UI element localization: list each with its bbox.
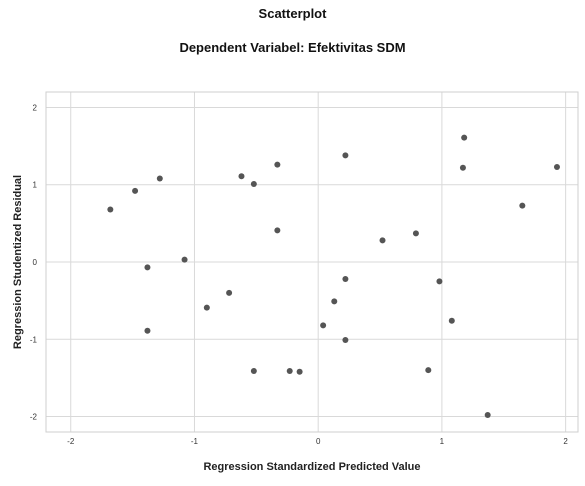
data-point bbox=[144, 264, 151, 271]
data-point bbox=[274, 227, 281, 234]
data-point bbox=[331, 298, 338, 305]
data-point bbox=[342, 337, 349, 344]
chart-subtitle: Dependent Variabel: Efektivitas SDM bbox=[179, 40, 406, 55]
data-point bbox=[107, 206, 114, 213]
data-point bbox=[425, 367, 432, 374]
data-point bbox=[203, 304, 210, 311]
x-tick-label: -2 bbox=[67, 437, 75, 446]
data-point bbox=[379, 237, 386, 244]
data-point bbox=[226, 289, 233, 296]
data-point bbox=[286, 367, 293, 374]
data-point bbox=[342, 276, 349, 282]
data-point bbox=[250, 367, 257, 374]
data-point bbox=[412, 230, 419, 237]
y-axis-label: Regression Studentized Residual bbox=[12, 175, 24, 349]
data-point bbox=[144, 327, 151, 334]
data-point bbox=[250, 180, 257, 187]
data-point bbox=[461, 134, 468, 141]
data-point bbox=[274, 161, 281, 168]
data-point bbox=[296, 368, 303, 375]
x-tick-label: -1 bbox=[191, 437, 199, 446]
data-point bbox=[132, 187, 139, 194]
x-tick-label: 1 bbox=[440, 437, 445, 446]
data-point bbox=[553, 163, 560, 170]
y-tick-label: 0 bbox=[33, 258, 38, 267]
data-points bbox=[107, 134, 560, 418]
data-point bbox=[238, 173, 245, 180]
data-point bbox=[436, 278, 443, 285]
x-axis-label: Regression Standardized Predicted Value bbox=[203, 461, 420, 473]
x-tick-label: 2 bbox=[563, 437, 568, 446]
y-tick-label: 2 bbox=[33, 103, 38, 112]
data-point bbox=[320, 322, 327, 329]
data-point bbox=[484, 412, 491, 418]
data-point bbox=[156, 175, 163, 182]
chart-title: Scatterplot bbox=[258, 6, 327, 21]
data-point bbox=[181, 256, 188, 263]
data-point bbox=[342, 152, 349, 159]
plot-frame bbox=[45, 91, 579, 433]
data-point bbox=[459, 164, 466, 171]
y-tick-label: 1 bbox=[33, 181, 38, 190]
grid-lines bbox=[46, 92, 578, 432]
y-tick-label: -2 bbox=[30, 413, 38, 422]
y-tick-label: -1 bbox=[30, 335, 38, 344]
x-tick-label: 0 bbox=[316, 437, 321, 446]
data-point bbox=[519, 202, 526, 209]
tick-labels: -2 -1 0 1 2 -2 -1 0 1 2 bbox=[30, 103, 569, 446]
data-point bbox=[448, 317, 455, 324]
